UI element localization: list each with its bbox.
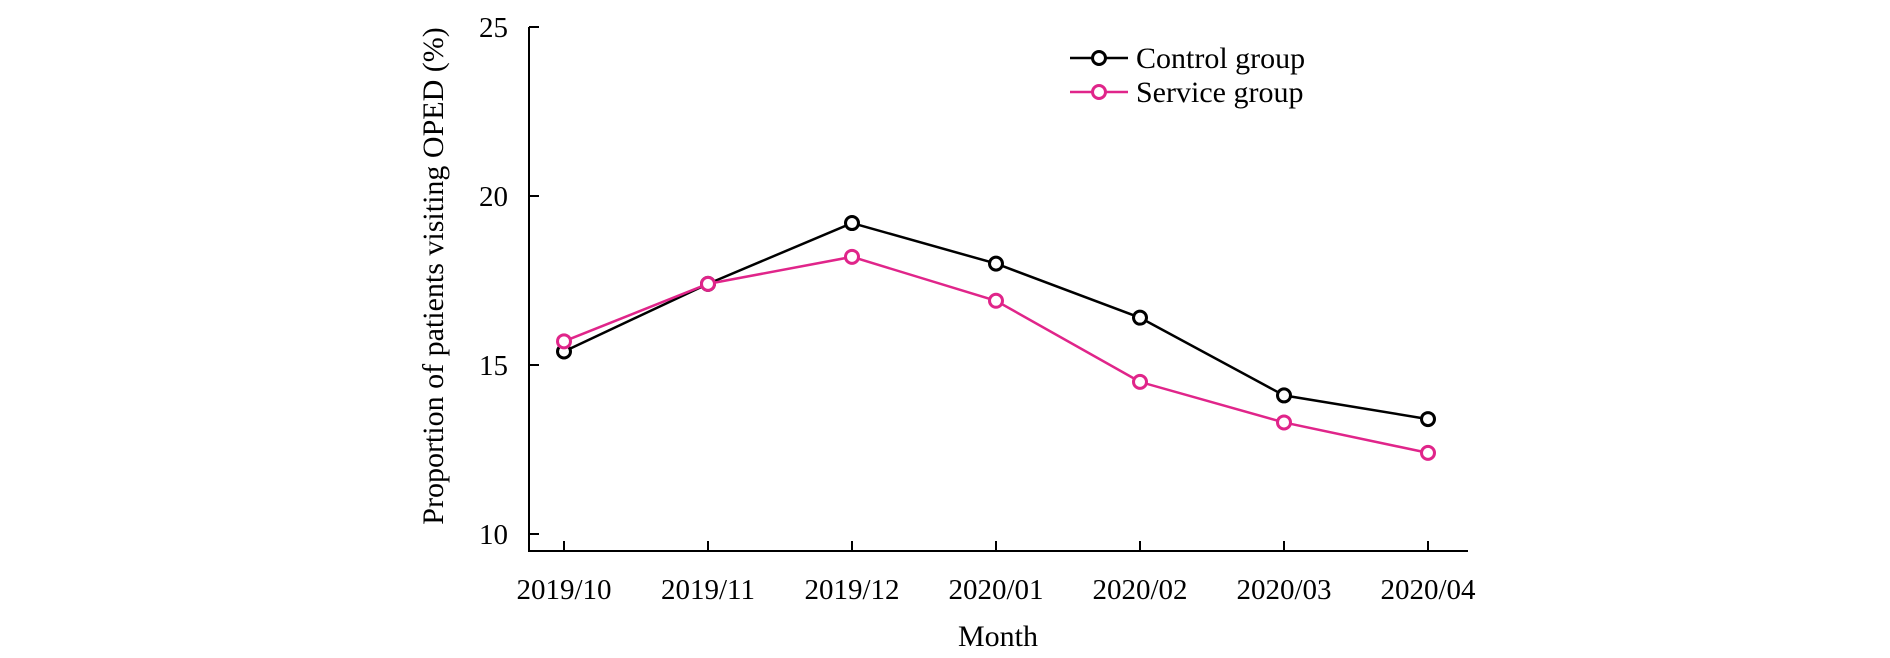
data-point [1132,309,1148,326]
data-point [700,275,716,292]
legend-item: Control group [1070,42,1305,75]
y-tick-label: 25 [479,12,508,44]
legend-marker [1091,84,1107,100]
x-tick-label: 2019/10 [516,574,611,606]
data-point [1420,411,1436,428]
data-point [1132,373,1148,390]
y-axis-title: Proportion of patients visiting OPED (%) [417,27,450,524]
x-tick-label: 2020/04 [1380,574,1476,606]
x-tick-label: 2019/11 [661,574,755,606]
x-axis-title: Month [958,620,1038,653]
data-point [844,215,860,232]
x-tick-label: 2020/03 [1236,574,1331,606]
data-point [988,255,1004,272]
data-point [1276,414,1292,431]
series-service-group [556,248,1436,461]
data-point [1420,444,1436,461]
y-tick-label: 10 [479,519,508,551]
data-point [988,292,1004,309]
y-ticks: 10 15 20 25 [479,12,539,551]
y-tick-label: 20 [479,181,508,213]
x-ticks: 2019/10 2019/11 2019/12 2020/01 2020/02 2020/… [516,541,1476,606]
y-tick-label: 15 [479,350,508,382]
data-point [556,333,572,350]
x-tick-label: 2020/02 [1092,574,1187,606]
data-point [844,248,860,265]
series-line [563,255,1429,455]
legend-label: Control group [1136,42,1305,75]
legend-item: Service group [1070,76,1303,109]
data-point [1276,387,1292,404]
series-control-group [556,215,1436,428]
x-tick-label: 2019/12 [804,574,899,606]
legend-label: Service group [1136,76,1303,109]
series-layer [556,215,1436,461]
axes [528,27,1468,552]
x-tick-label: 2020/01 [948,574,1043,606]
legend-marker [1091,50,1107,66]
series-line [563,221,1429,421]
